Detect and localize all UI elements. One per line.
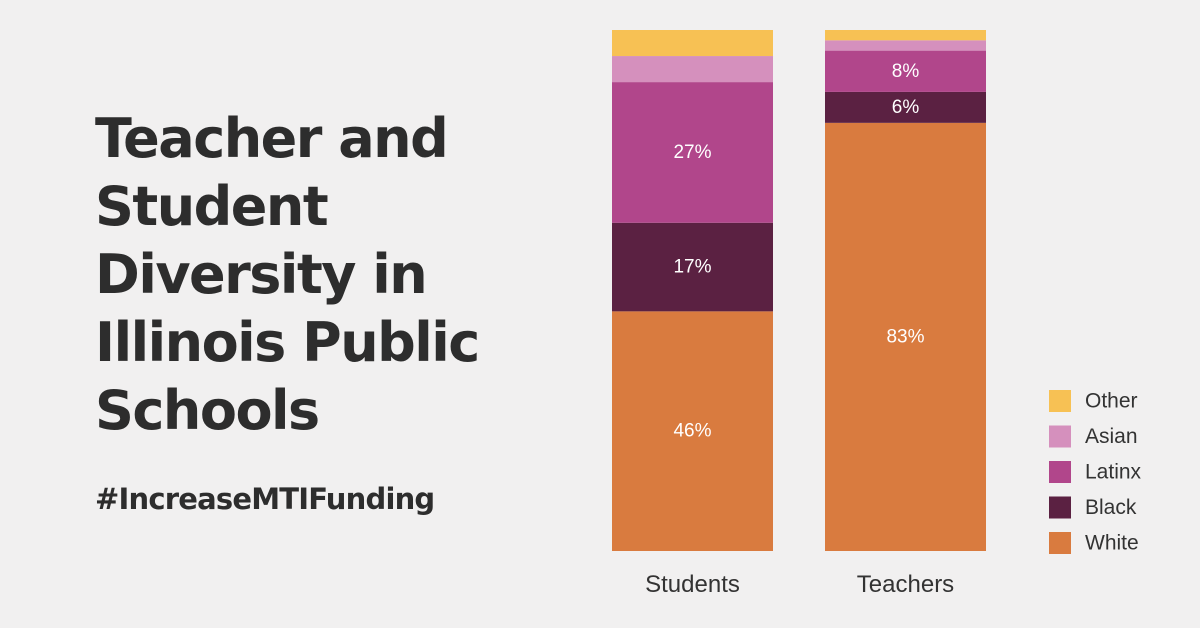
page-title: Teacher and Student Diversity in Illinoi…	[95, 105, 565, 445]
bar-segment-asian-students	[612, 56, 773, 83]
legend-swatch-white	[1049, 532, 1071, 554]
title-line: Student	[95, 175, 329, 238]
legend-swatch-other	[1049, 390, 1071, 412]
bar-segment-latinx-students	[612, 82, 773, 223]
data-label: 83%	[886, 326, 924, 347]
title-line: Teacher and	[95, 107, 449, 170]
title-line: Schools	[95, 379, 320, 442]
data-label: 17%	[673, 257, 711, 278]
bar-segment-white-students	[612, 311, 773, 551]
data-label: 8%	[892, 61, 920, 82]
data-label: 6%	[892, 97, 920, 118]
bar-segment-white-teachers	[825, 122, 986, 551]
bar-segment-black-teachers	[825, 91, 986, 123]
legend-swatch-latinx	[1049, 461, 1071, 483]
legend-swatch-asian	[1049, 425, 1071, 448]
bar-segment-other-teachers	[825, 30, 986, 41]
legend-swatch-black	[1049, 496, 1071, 519]
title-line: Diversity in	[95, 243, 428, 306]
legend-label-latinx: Latinx	[1085, 461, 1142, 484]
bar-segment-asian-teachers	[825, 40, 986, 51]
legend-label-other: Other	[1085, 390, 1138, 413]
legend-label-black: Black	[1085, 496, 1137, 519]
data-label: 46%	[673, 421, 711, 442]
legend-label-white: White	[1085, 532, 1139, 555]
data-label: 27%	[673, 142, 711, 163]
bar-segment-latinx-teachers	[825, 50, 986, 92]
category-label: Students	[645, 571, 740, 598]
category-label: Teachers	[857, 571, 954, 598]
bar-segment-black-students	[612, 222, 773, 312]
title-line: Illinois Public	[95, 311, 480, 374]
bar-segment-other-students	[612, 30, 773, 57]
hashtag: #IncreaseMTIFunding	[95, 482, 435, 516]
legend-label-asian: Asian	[1085, 425, 1138, 448]
